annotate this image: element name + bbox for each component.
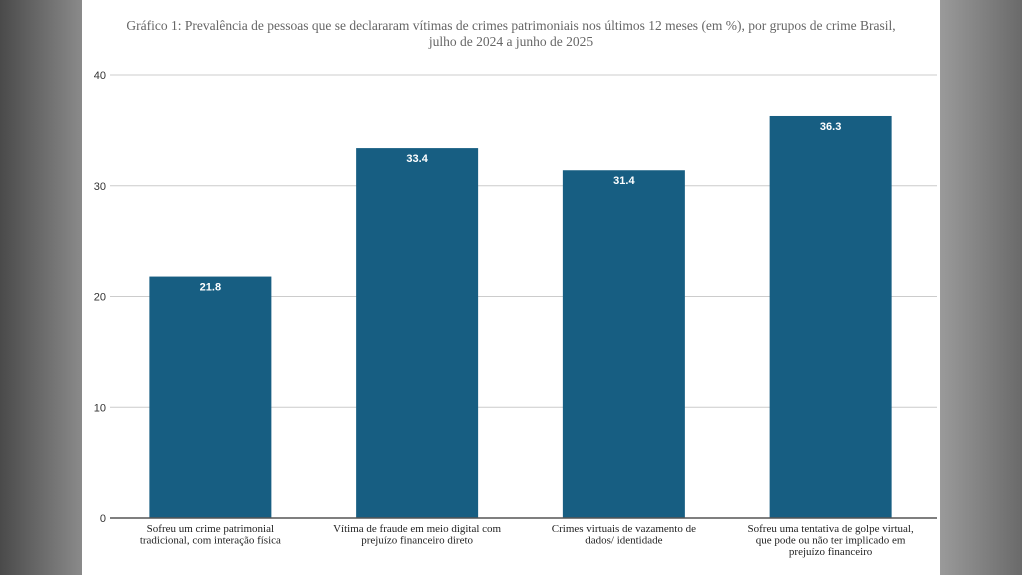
title-line: julho de 2024 a junho de 2025	[428, 34, 594, 49]
y-tick-label: 20	[94, 292, 106, 304]
data-label: 31.4	[613, 175, 635, 187]
y-tick-label: 0	[100, 513, 106, 525]
bar	[149, 276, 272, 518]
x-tick-label: Sofreu uma tentativa de golpe virtual,	[748, 523, 914, 535]
y-tick-label: 10	[94, 402, 106, 414]
chart-title: Gráfico 1: Prevalência de pessoas que se…	[82, 18, 940, 50]
background-right	[940, 0, 1022, 575]
x-tick-label: prejuízo financeiro	[789, 546, 873, 558]
y-tick-label: 40	[94, 70, 106, 82]
x-tick-label: Crimes virtuais de vazamento de	[552, 523, 696, 535]
chart-panel: Gráfico 1: Prevalência de pessoas que se…	[82, 0, 940, 575]
x-tick-label: tradicional, com interação física	[140, 535, 281, 547]
x-tick-label: Vítima de fraude em meio digital com	[333, 523, 501, 535]
bar-chart: 0 10 20 30 40 21.8 Sofreu um crime patrimonial…	[94, 70, 937, 558]
x-tick-label: Sofreu um crime patrimonial	[147, 523, 274, 535]
data-label: 21.8	[200, 282, 221, 294]
x-tick-label: que pode ou não ter implicado em	[756, 535, 906, 547]
data-label: 33.4	[406, 153, 428, 165]
y-tick-label: 30	[94, 181, 106, 193]
x-tick-label: prejuízo financeiro direto	[361, 535, 473, 547]
data-label: 36.3	[820, 121, 841, 133]
title-line: Gráfico 1: Prevalência de pessoas que se…	[126, 18, 896, 33]
bar	[562, 170, 685, 518]
x-tick-label: dados/ identidade	[585, 535, 662, 547]
bar	[769, 115, 892, 518]
bar	[356, 148, 479, 518]
